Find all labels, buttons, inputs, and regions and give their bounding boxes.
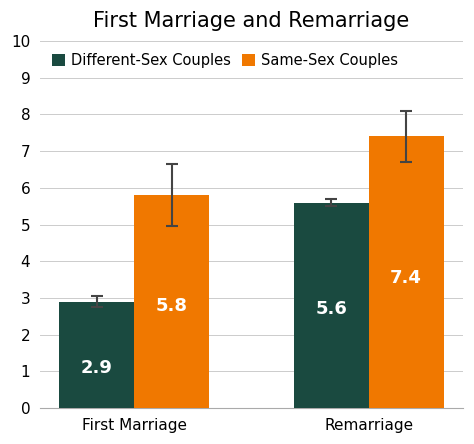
Bar: [369, 136, 444, 408]
Bar: [134, 195, 210, 408]
Title: First Marriage and Remarriage: First Marriage and Remarriage: [93, 11, 410, 31]
Bar: [294, 202, 369, 408]
Text: 5.8: 5.8: [156, 297, 188, 315]
Legend: Different-Sex Couples, Same-Sex Couples: Different-Sex Couples, Same-Sex Couples: [47, 48, 402, 72]
Text: 2.9: 2.9: [81, 359, 113, 377]
Bar: [59, 301, 134, 408]
Text: 7.4: 7.4: [390, 269, 422, 287]
Text: 5.6: 5.6: [315, 301, 347, 318]
